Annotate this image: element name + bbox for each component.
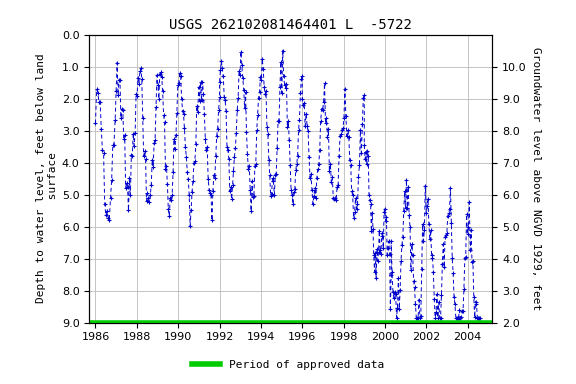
Y-axis label: Depth to water level, feet below land
 surface: Depth to water level, feet below land su… [36,54,58,303]
Legend: Period of approved data: Period of approved data [188,356,388,375]
Y-axis label: Groundwater level above NGVD 1929, feet: Groundwater level above NGVD 1929, feet [530,47,541,310]
Title: USGS 262102081464401 L  -5722: USGS 262102081464401 L -5722 [169,18,412,32]
